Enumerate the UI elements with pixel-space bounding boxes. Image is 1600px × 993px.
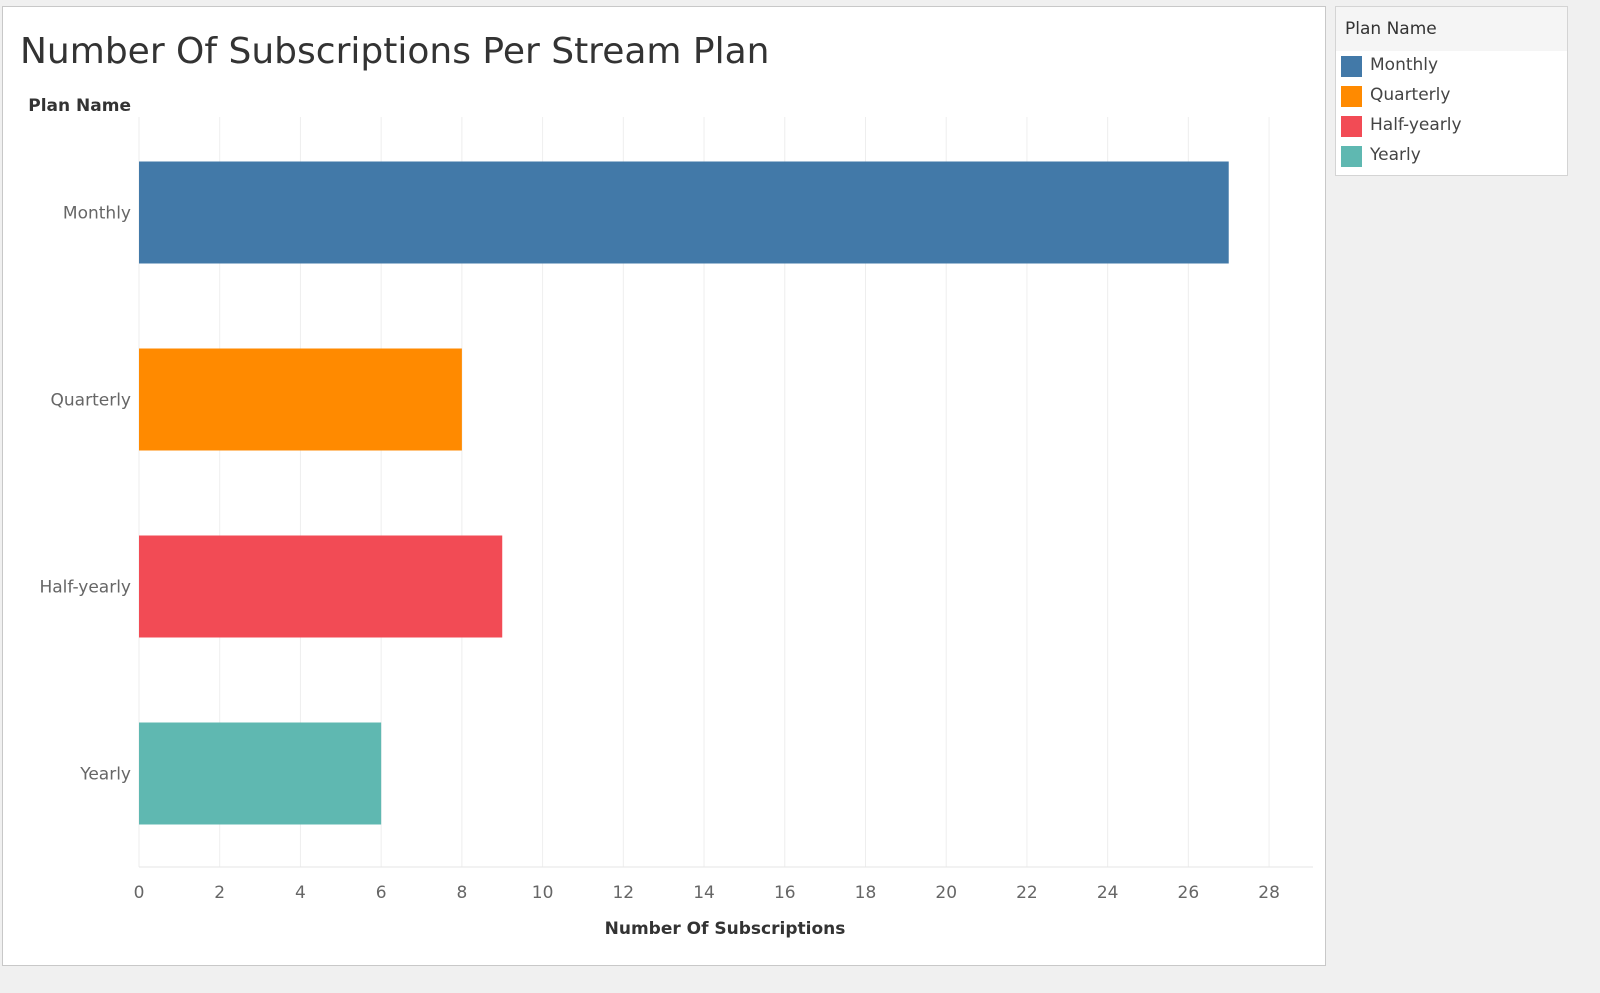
- chart-title: Number Of Subscriptions Per Stream Plan: [20, 31, 770, 72]
- x-tick-label: 14: [693, 883, 715, 903]
- legend-label: Monthly: [1370, 55, 1439, 75]
- y-axis-title: Plan Name: [28, 96, 131, 116]
- category-labels: Monthly Quarterly Half-yearly Yearly: [39, 204, 131, 785]
- x-tick-label: 4: [295, 883, 306, 903]
- x-tick-label: 18: [855, 883, 877, 903]
- x-tick-label: 8: [456, 883, 467, 903]
- legend-items: Monthly Quarterly Half-yearly Yearly: [1336, 51, 1567, 171]
- x-tick-label: 16: [774, 883, 796, 903]
- legend-item[interactable]: Half-yearly: [1336, 111, 1567, 141]
- x-tick-label: 26: [1178, 883, 1200, 903]
- x-tick-label: 10: [532, 883, 554, 903]
- legend-label: Yearly: [1370, 145, 1421, 165]
- category-label: Quarterly: [51, 391, 131, 411]
- legend-swatch: [1341, 86, 1362, 107]
- x-tick-label: 6: [376, 883, 387, 903]
- x-tick-label: 12: [612, 883, 634, 903]
- legend-swatch: [1341, 146, 1362, 167]
- x-tick-label: 24: [1097, 883, 1119, 903]
- bar-quarterly: [139, 348, 462, 451]
- x-tick-labels: 0 2 4 6 8 10 12 14 16 18 20 22 24 26 28: [134, 883, 1280, 903]
- legend: Plan Name Monthly Quarterly Half-yearly Yea…: [1335, 6, 1568, 176]
- category-label: Monthly: [63, 204, 131, 224]
- category-label: Half-yearly: [39, 578, 131, 598]
- legend-label: Half-yearly: [1370, 115, 1462, 135]
- legend-label: Quarterly: [1370, 85, 1451, 105]
- bars: [139, 161, 1229, 825]
- legend-item[interactable]: Quarterly: [1336, 81, 1567, 111]
- bar-half-yearly: [139, 535, 503, 638]
- category-label: Yearly: [79, 765, 131, 785]
- legend-item[interactable]: Yearly: [1336, 141, 1567, 171]
- bar-yearly: [139, 722, 382, 825]
- x-tick-label: 2: [214, 883, 225, 903]
- x-tick-label: 20: [935, 883, 957, 903]
- legend-item[interactable]: Monthly: [1336, 51, 1567, 81]
- bar-monthly: [139, 161, 1229, 264]
- chart-pane: Number Of Subscriptions Per Stream Plan …: [2, 6, 1326, 966]
- x-tick-label: 22: [1016, 883, 1038, 903]
- x-tick-label: 28: [1258, 883, 1280, 903]
- legend-title: Plan Name: [1336, 7, 1567, 51]
- x-axis-title: Number Of Subscriptions: [605, 919, 846, 939]
- legend-swatch: [1341, 56, 1362, 77]
- legend-swatch: [1341, 116, 1362, 137]
- bar-chart: Number Of Subscriptions Per Stream Plan …: [20, 31, 1313, 939]
- x-tick-label: 0: [134, 883, 145, 903]
